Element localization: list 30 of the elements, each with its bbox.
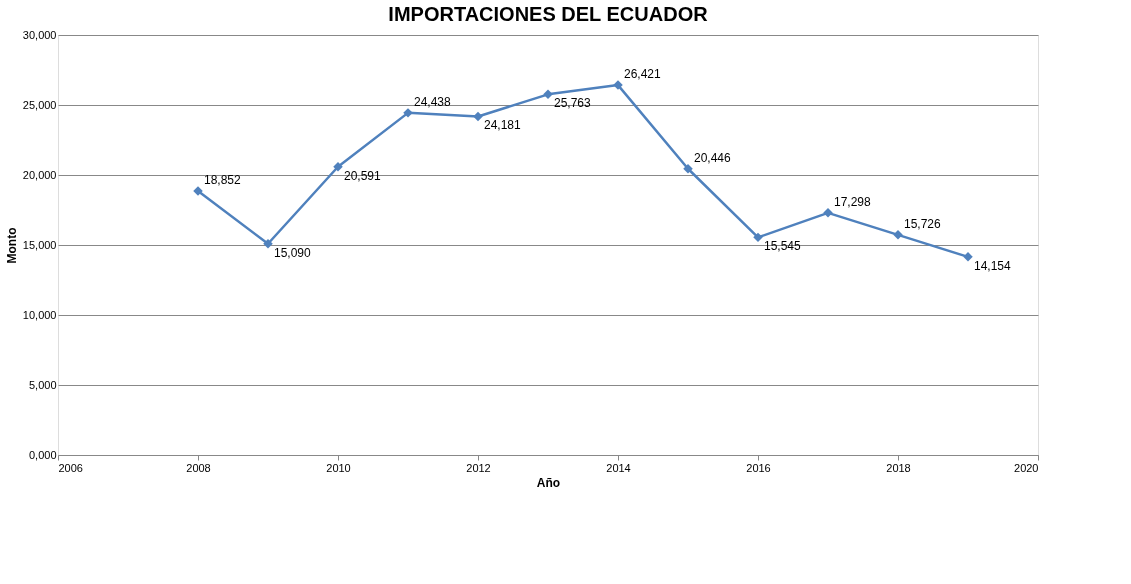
y-axis-title: Monto: [4, 227, 19, 264]
y-tick-label: 15,000: [22, 238, 57, 251]
data-label: 17,298: [834, 194, 872, 209]
y-tick-label: 0,000: [28, 448, 57, 461]
y-tick-label: 5,000: [28, 378, 57, 391]
data-label: 18,852: [204, 173, 242, 188]
x-tick-label: 2006: [58, 461, 83, 474]
x-tick-label: 2016: [746, 461, 771, 474]
data-label: 24,181: [484, 118, 522, 133]
data-label: 15,545: [764, 239, 802, 254]
x-tick-label: 2008: [186, 461, 211, 474]
data-label: 25,763: [554, 96, 592, 111]
data-label: 20,446: [694, 150, 732, 165]
chart-title: IMPORTACIONES DEL ECUADOR: [388, 3, 709, 25]
x-tick-label: 2012: [466, 461, 491, 474]
data-label: 14,154: [974, 258, 1012, 273]
y-tick-label: 25,000: [22, 98, 57, 111]
y-tick-label: 20,000: [22, 168, 57, 181]
x-tick-label: 2010: [326, 461, 351, 474]
y-tick-label: 10,000: [22, 308, 57, 321]
data-label: 26,421: [624, 67, 662, 82]
data-label: 20,591: [344, 168, 382, 183]
x-tick-label: 2014: [606, 461, 631, 474]
y-tick-label: 30,000: [22, 28, 57, 41]
data-label: 24,438: [414, 94, 452, 109]
x-tick-label: 2020: [1014, 461, 1039, 474]
data-label: 15,090: [274, 245, 312, 260]
x-axis-title: Año: [536, 475, 561, 490]
data-label: 15,726: [904, 216, 942, 231]
x-tick-label: 2018: [886, 461, 911, 474]
